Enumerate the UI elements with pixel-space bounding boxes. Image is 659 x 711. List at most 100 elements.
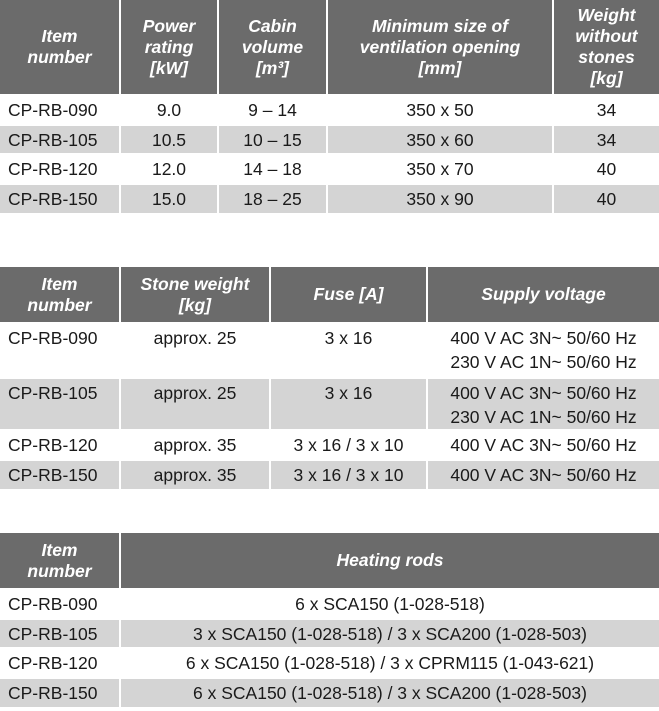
- header-line: number: [27, 560, 92, 581]
- column-header: Weight without stones [kg]: [552, 0, 659, 95]
- header-line: [mm]: [418, 57, 462, 78]
- item-number-cell: CP-RB-105: [0, 377, 120, 430]
- header-line: [m³]: [255, 57, 290, 78]
- cell-text: CP-RB-090: [8, 594, 98, 614]
- header-line: Stone weight: [140, 273, 250, 294]
- header-line: stones: [578, 47, 635, 67]
- value-cell: 400 V AC 3N~ 50/60 Hz 230 V AC 1N~ 50/60 …: [426, 322, 659, 378]
- table-row: CP-RB-105 3 x SCA150 (1-028-518) / 3 x SC…: [0, 618, 659, 648]
- value-cell: 350 x 60: [326, 124, 553, 154]
- cell-text: 3 x SCA150 (1-028-518) / 3 x SCA200 (1-0…: [193, 624, 587, 644]
- value-cell: 15.0: [119, 183, 218, 213]
- cell-text: CP-RB-120: [8, 159, 98, 179]
- table-row: CP-RB-150 approx. 35 3 x 16 / 3 x 10 400 V …: [0, 459, 659, 489]
- cell-text: CP-RB-120: [8, 653, 98, 673]
- cell-text: 400 V AC 3N~ 50/60 Hz: [450, 435, 637, 455]
- cell-text: 15.0: [151, 189, 187, 209]
- cell-text: 400 V AC 3N~ 50/60 Hz: [450, 383, 637, 403]
- value-cell: 34: [552, 124, 659, 154]
- cell-text: 350 x 70: [406, 159, 474, 179]
- header-line: Heating rods: [336, 550, 444, 570]
- cell-text: 34: [596, 100, 617, 120]
- cell-text: 10.5: [151, 130, 187, 150]
- value-cell: 400 V AC 3N~ 50/60 Hz 230 V AC 1N~ 50/60 …: [426, 377, 659, 430]
- item-number-cell: CP-RB-120: [0, 429, 120, 460]
- header-line: Power: [142, 15, 196, 36]
- item-number-cell: CP-RB-120: [0, 153, 120, 184]
- value-cell: approx. 25: [119, 377, 270, 430]
- cell-text: CP-RB-090: [8, 328, 98, 348]
- header-line: Supply voltage: [481, 284, 606, 304]
- header-line: ventilation opening: [359, 36, 521, 57]
- header-line: Item: [41, 273, 78, 294]
- cell-text: 3 x 16: [324, 328, 373, 348]
- column-header: Fuse [A]: [269, 267, 427, 323]
- cell-text: 40: [596, 159, 617, 179]
- cell-text: CP-RB-150: [8, 189, 98, 209]
- value-cell: 18 – 25: [217, 183, 327, 213]
- cell-text: 3 x 16 / 3 x 10: [293, 435, 404, 455]
- cell-text: 3 x 16 / 3 x 10: [293, 465, 404, 485]
- value-cell: 40: [552, 153, 659, 184]
- header-line: [kg]: [178, 294, 212, 315]
- value-cell: 6 x SCA150 (1-028-518): [119, 588, 659, 619]
- column-header: Item number: [0, 267, 120, 323]
- cell-text: approx. 25: [153, 383, 237, 403]
- item-number-cell: CP-RB-090: [0, 322, 120, 378]
- cell-text: 40: [596, 189, 617, 209]
- cell-text: 230 V AC 1N~ 50/60 Hz: [450, 407, 637, 427]
- item-number-cell: CP-RB-105: [0, 618, 120, 648]
- value-cell: 14 – 18: [217, 153, 327, 184]
- cell-text: 6 x SCA150 (1-028-518) / 3 x SCA200 (1-0…: [193, 683, 587, 703]
- value-cell: 10.5: [119, 124, 218, 154]
- cell-text: 350 x 50: [406, 100, 474, 120]
- cell-text: 400 V AC 3N~ 50/60 Hz: [450, 328, 637, 348]
- table-row: CP-RB-150 6 x SCA150 (1-028-518) / 3 x SC…: [0, 677, 659, 707]
- value-cell: 9.0: [119, 94, 218, 125]
- value-cell: 350 x 70: [326, 153, 553, 184]
- table-row: CP-RB-090 9.0 9 – 14 350 x 50 34: [0, 94, 659, 125]
- cell-text: 3 x 16: [324, 383, 373, 403]
- column-header: Heating rods: [119, 533, 659, 589]
- header-line: Cabin: [248, 15, 297, 36]
- header-line: volume: [241, 36, 304, 57]
- specs-table-electrical: Item number Stone weight [kg] Fuse [A] Supply…: [0, 267, 659, 489]
- value-cell: 10 – 15: [217, 124, 327, 154]
- value-cell: 3 x SCA150 (1-028-518) / 3 x SCA200 (1-0…: [119, 618, 659, 648]
- item-number-cell: CP-RB-120: [0, 647, 120, 678]
- cell-text: 9 – 14: [248, 100, 297, 120]
- value-cell: 12.0: [119, 153, 218, 184]
- cell-text: 350 x 60: [406, 130, 474, 150]
- cell-text: 6 x SCA150 (1-028-518): [295, 594, 485, 614]
- table-row: CP-RB-120 6 x SCA150 (1-028-518) / 3 x CP…: [0, 647, 659, 678]
- value-cell: 350 x 90: [326, 183, 553, 213]
- header-row: Item number Heating rods: [0, 533, 659, 589]
- header-line: Item: [41, 26, 78, 46]
- cell-text: CP-RB-120: [8, 435, 98, 455]
- column-header: Stone weight [kg]: [119, 267, 270, 323]
- cell-text: approx. 35: [153, 465, 237, 485]
- header-line: Item: [41, 539, 78, 560]
- value-cell: 400 V AC 3N~ 50/60 Hz: [426, 429, 659, 460]
- header-line: rating: [144, 36, 194, 57]
- value-cell: 3 x 16 / 3 x 10: [269, 459, 427, 489]
- value-cell: 6 x SCA150 (1-028-518) / 3 x CPRM115 (1-…: [119, 647, 659, 678]
- column-header: Minimum size of ventilation opening [mm]: [326, 0, 553, 95]
- header-line: Weight: [577, 5, 636, 25]
- cell-text: CP-RB-105: [8, 624, 98, 644]
- header-line: number: [27, 47, 92, 67]
- value-cell: 3 x 16 / 3 x 10: [269, 429, 427, 460]
- cell-text: 230 V AC 1N~ 50/60 Hz: [450, 352, 637, 372]
- table-row: CP-RB-105 10.5 10 – 15 350 x 60 34: [0, 124, 659, 154]
- cell-text: approx. 35: [153, 435, 237, 455]
- cell-text: CP-RB-105: [8, 130, 98, 150]
- column-header: Power rating [kW]: [119, 0, 218, 95]
- header-line: [kg]: [590, 68, 623, 88]
- cell-text: CP-RB-105: [8, 383, 98, 403]
- cell-text: CP-RB-150: [8, 683, 98, 703]
- cell-text: 12.0: [151, 159, 187, 179]
- cell-text: 9.0: [156, 100, 182, 120]
- header-line: without: [575, 26, 638, 46]
- specs-table-power: Item number Power rating [kW] Cabin volume [m³]…: [0, 0, 659, 213]
- cell-text: 6 x SCA150 (1-028-518) / 3 x CPRM115 (1-…: [185, 653, 595, 673]
